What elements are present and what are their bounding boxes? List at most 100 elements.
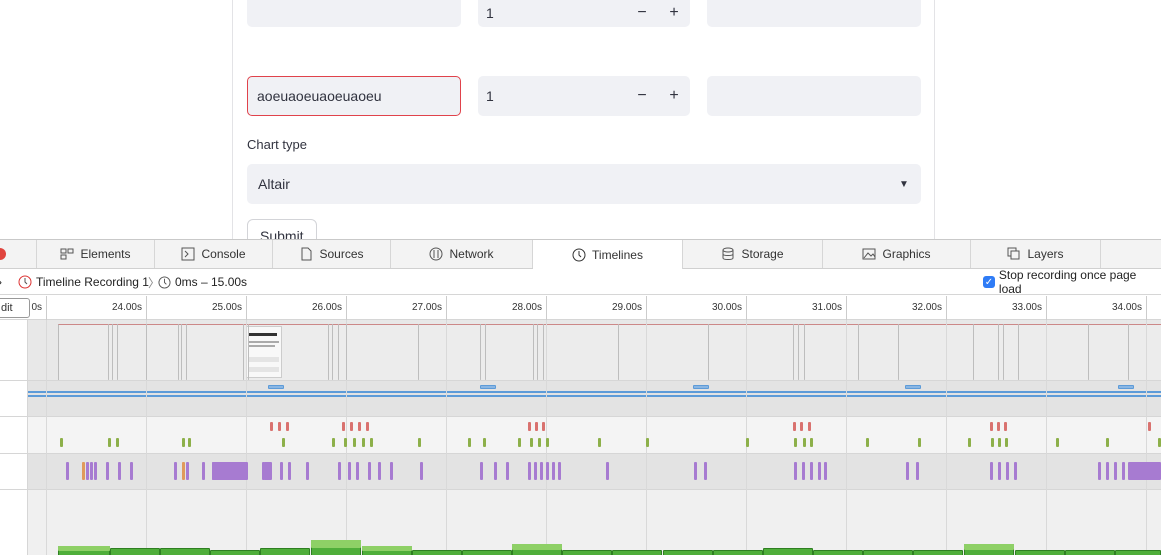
tab-sources[interactable]: Sources — [273, 240, 391, 268]
decrement-button[interactable]: − — [637, 87, 647, 104]
tab-label: Network — [449, 247, 494, 261]
script-event — [818, 462, 821, 480]
number-input-2[interactable]: 1 − + — [478, 76, 690, 116]
script-event — [280, 462, 283, 480]
script-block — [264, 462, 272, 480]
layout-event — [800, 422, 803, 431]
script-event — [1014, 462, 1017, 480]
tab-graphics[interactable]: Graphics — [823, 240, 971, 268]
cpu-bar — [412, 550, 462, 555]
script-event — [998, 462, 1001, 480]
ruler-tick — [646, 296, 647, 320]
increment-button[interactable]: + — [669, 4, 679, 21]
right-input-1[interactable] — [707, 0, 921, 27]
script-event — [174, 462, 177, 480]
elements-icon — [60, 248, 74, 260]
ruler-label: 26.00s — [311, 302, 342, 313]
paint-event — [598, 438, 601, 447]
tab-label: Elements — [80, 247, 131, 261]
text-input-1[interactable] — [247, 0, 461, 27]
ruler-label: 29.00s — [611, 302, 642, 313]
cpu-bar — [1065, 550, 1115, 555]
script-event — [390, 462, 393, 480]
script-event — [420, 462, 423, 480]
network-request — [905, 385, 921, 389]
script-event — [118, 462, 121, 480]
filmstrip — [58, 324, 1161, 380]
frame-marker — [798, 324, 799, 380]
ruler-tick — [846, 296, 847, 320]
stop-recording-label: Stop recording once page load — [998, 268, 1137, 296]
close-icon[interactable] — [0, 248, 6, 260]
paint-event — [188, 438, 191, 447]
ruler-label: 33.00s — [1011, 302, 1042, 313]
tab-label: Graphics — [882, 247, 931, 261]
paint-event — [803, 438, 806, 447]
frame-marker — [146, 324, 147, 380]
submit-button[interactable]: Submit — [247, 219, 317, 240]
track-labels-column — [0, 320, 28, 555]
track-label-network — [0, 381, 28, 417]
frame-marker — [1018, 324, 1019, 380]
ruler-tick — [1146, 296, 1147, 320]
frame-marker — [338, 324, 339, 380]
tab-spacer — [0, 240, 37, 268]
frame-marker — [181, 324, 182, 380]
paint-event — [746, 438, 749, 447]
script-event — [558, 462, 561, 480]
breadcrumb-range[interactable]: 0ms – 15.00s — [158, 269, 247, 295]
ruler-label: 31.00s — [811, 302, 842, 313]
frame-marker — [533, 324, 534, 380]
cpu-bar-top — [58, 546, 110, 551]
ruler-tick — [346, 296, 347, 320]
tab-storage[interactable]: Storage — [683, 240, 823, 268]
breadcrumb-recording[interactable]: Timeline Recording 1 — [18, 269, 149, 295]
number-input-1[interactable]: 1 − + — [478, 0, 690, 27]
recording-icon — [18, 275, 32, 289]
tab-console[interactable]: Console — [155, 240, 273, 268]
frame-marker — [858, 324, 859, 380]
right-input-2[interactable] — [707, 76, 921, 116]
checkbox-checked-icon[interactable]: ✓ — [983, 276, 995, 288]
text-input-2[interactable]: aoeuaoeuaoeuaoeu — [247, 76, 461, 116]
frame-marker — [332, 324, 333, 380]
network-request — [1118, 385, 1134, 389]
stop-recording-toggle[interactable]: ✓ Stop recording once page load — [983, 268, 1161, 296]
paint-event — [1005, 438, 1008, 447]
script-event — [66, 462, 69, 480]
tab-elements[interactable]: Elements — [37, 240, 155, 268]
increment-button[interactable]: + — [669, 87, 679, 104]
script-event — [906, 462, 909, 480]
paint-event — [968, 438, 971, 447]
timeline-navigation-bar: › Timeline Recording 1 〉 0ms – 15.00s ✓ … — [0, 268, 1161, 296]
layout-event — [350, 422, 353, 431]
gridline — [846, 320, 847, 555]
script-event — [288, 462, 291, 480]
paint-event — [418, 438, 421, 447]
frame-marker — [1003, 324, 1004, 380]
tab-layers[interactable]: Layers — [971, 240, 1101, 268]
script-event — [106, 462, 109, 480]
ruler-label: 25.00s — [211, 302, 242, 313]
chevron-right-icon[interactable]: › — [0, 269, 2, 295]
layout-event — [286, 422, 289, 431]
chart-type-select[interactable]: Altair ▼ — [247, 164, 921, 204]
frame-marker — [178, 324, 179, 380]
script-event-orange — [82, 462, 85, 480]
tab-network[interactable]: Network — [391, 240, 533, 268]
script-event — [338, 462, 341, 480]
script-event — [1106, 462, 1109, 480]
frame-marker — [112, 324, 113, 380]
gridline — [546, 320, 547, 555]
script-event — [802, 462, 805, 480]
script-block — [212, 462, 248, 480]
chart-type-label: Chart type — [247, 137, 307, 152]
tab-timelines[interactable]: Timelines — [533, 240, 683, 269]
edit-button[interactable]: dit — [0, 298, 30, 318]
devtools-panel: Elements Console Sources Network Timelin… — [0, 239, 1161, 555]
gridline — [346, 320, 347, 555]
script-event — [378, 462, 381, 480]
script-event — [130, 462, 133, 480]
decrement-button[interactable]: − — [637, 4, 647, 21]
